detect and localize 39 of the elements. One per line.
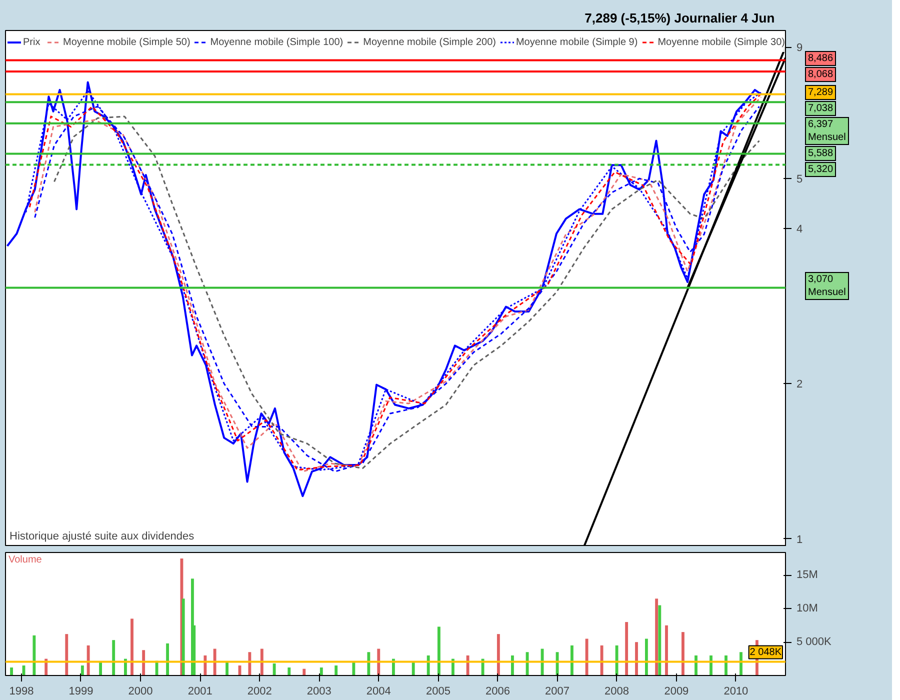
x-tick-label: 2010 — [724, 686, 748, 698]
x-tick-label: 2003 — [306, 686, 332, 698]
x-tick-label: 2000 — [128, 686, 153, 698]
y-tick-label: 2 — [796, 378, 803, 391]
chart-title: Volume — [8, 554, 42, 566]
ref-line-label: 8,068 — [805, 67, 836, 82]
x-tick-label: 2006 — [486, 686, 510, 698]
ref-line-label: 2 048K — [750, 646, 782, 658]
ref-line-label: 6,397 Mensuel — [805, 117, 849, 145]
x-tick-label: 2007 — [545, 686, 570, 698]
x-tick-label: 1998 — [9, 686, 34, 698]
y-tick-label: 10M — [796, 602, 818, 615]
x-tick-label: 2008 — [604, 686, 630, 698]
annotation: Historique ajusté suite aux dividendes — [10, 530, 195, 542]
x-tick-label: 2004 — [366, 686, 391, 698]
y-tick-label: 5 — [796, 174, 803, 186]
ref-line-label: 7,038 — [805, 101, 836, 116]
chart-title: 7,289 (-5,15%) Journalier 4 Jun — [584, 10, 775, 26]
y-tick-label: 9 — [796, 42, 803, 54]
y-tick-label: 15M — [796, 569, 818, 582]
ref-line-label: 8,486 — [805, 51, 836, 66]
x-tick-label: 2002 — [247, 686, 272, 698]
legend-label: Prix — [23, 36, 42, 48]
x-tick-label: 2009 — [664, 686, 689, 698]
legend-label: Moyenne mobile (Simple 50) — [63, 36, 190, 48]
ref-line-label: 5,320 — [805, 162, 836, 177]
x-tick-label: 2005 — [426, 686, 451, 698]
x-tick-label: 2001 — [188, 686, 212, 698]
legend-label: Moyenne mobile (Simple 100) — [210, 36, 344, 48]
x-tick-label: 1999 — [68, 686, 94, 698]
ref-line-label: 3,070 Mensuel — [805, 272, 849, 300]
ref-line-label: 5,588 — [805, 146, 836, 161]
legend-label: Moyenne mobile (Simple 9) — [516, 36, 638, 48]
ref-line-label: 7,289 — [805, 85, 836, 100]
y-tick-label: 5 000K — [796, 636, 832, 648]
y-tick-label: 4 — [796, 224, 803, 236]
legend-label: Moyenne mobile (Simple 30) — [658, 36, 785, 48]
legend-label: Moyenne mobile (Simple 200) — [363, 36, 496, 48]
y-tick-label: 1 — [796, 534, 803, 546]
